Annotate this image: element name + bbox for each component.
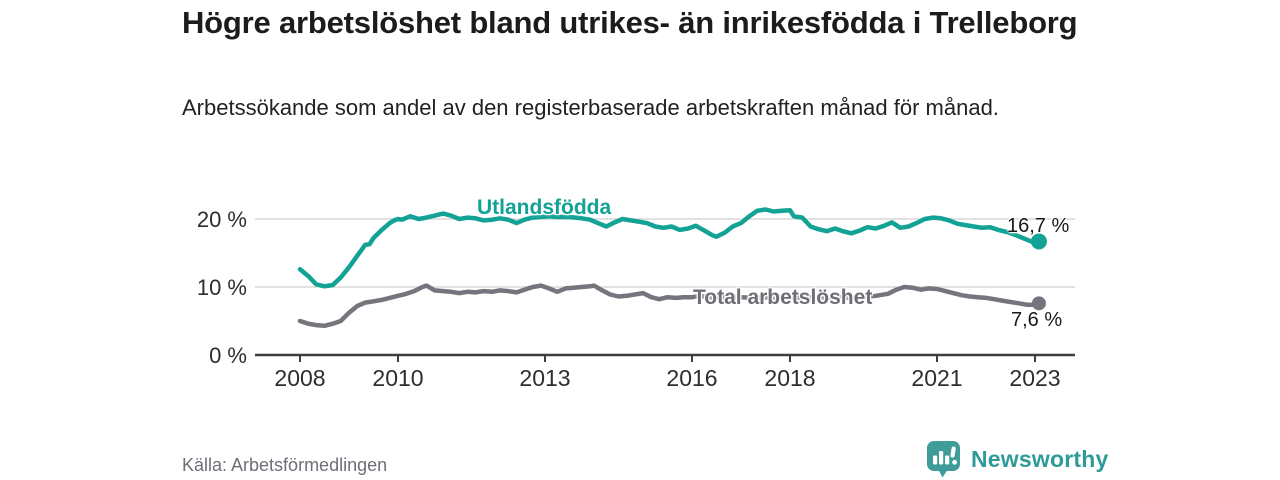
x-axis-label: 2008 <box>274 365 325 391</box>
x-axis-label: 2021 <box>911 365 962 391</box>
x-axis-label: 2016 <box>666 365 717 391</box>
source-note: Källa: Arbetsförmedlingen <box>182 455 388 475</box>
bar-chart-speech-bubble-icon <box>927 441 960 478</box>
y-axis-label: 0 % <box>209 343 247 368</box>
end-value-total-arbetsloshet: 7,6 % <box>1011 309 1063 331</box>
series-label-utlandsfodda: Utlandsfödda <box>477 196 612 219</box>
series-line-total <box>297 283 1042 329</box>
series-label-total-arbetsloshet: Total arbetslöshet <box>693 286 873 309</box>
x-axis-label: 2010 <box>372 365 423 391</box>
end-value-utlandsfodda: 16,7 % <box>1007 215 1070 237</box>
page-title: Högre arbetslöshet bland utrikes- än inr… <box>182 5 1078 40</box>
newsworthy-logo: Newsworthy <box>926 440 1108 478</box>
x-axis-label: 2018 <box>764 365 815 391</box>
x-axis-label: 2013 <box>519 365 570 391</box>
series-line-utlandsfodda <box>297 207 1042 289</box>
y-axis-label: 20 % <box>197 207 247 232</box>
newsworthy-wordmark: Newsworthy <box>971 445 1109 472</box>
y-axis-label: 10 % <box>197 275 247 300</box>
page-subtitle: Arbetssökande som andel av den registerb… <box>182 95 999 120</box>
x-axis-label: 2023 <box>1009 365 1060 391</box>
